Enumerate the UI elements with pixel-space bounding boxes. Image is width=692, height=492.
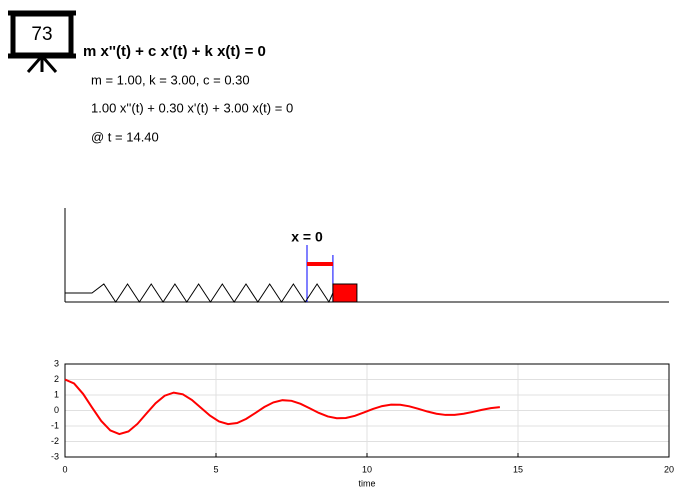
plot-frame [64, 363, 670, 458]
parameters: m = 1.00, k = 3.00, c = 0.30 [91, 72, 250, 87]
badge-number: 73 [31, 24, 52, 45]
x-axis-label: time [358, 478, 375, 488]
y-tick-label: 1 [54, 389, 59, 399]
x-tick-label: 0 [62, 464, 67, 474]
y-tick-label: -2 [51, 436, 59, 446]
instance-equation: 1.00 x''(t) + 0.30 x'(t) + 3.00 x(t) = 0 [91, 100, 293, 115]
spring [65, 283, 334, 304]
displacement-bar [307, 262, 333, 266]
y-tick-label: 0 [54, 405, 59, 415]
equation: m x''(t) + c x'(t) + k x(t) = 0 [83, 43, 266, 60]
y-tick-label: 3 [54, 358, 59, 368]
mass [332, 283, 358, 303]
response-line [64, 378, 500, 436]
x-tick-label: 15 [513, 464, 523, 474]
x-tick-label: 5 [213, 464, 218, 474]
y-tick-label: -1 [51, 420, 59, 430]
x-tick-label: 20 [664, 464, 674, 474]
y-tick-label: 2 [54, 374, 59, 384]
x-tick-label: 10 [362, 464, 372, 474]
badge-icon [8, 10, 76, 73]
y-tick-label: -3 [51, 451, 59, 461]
origin-label: x = 0 [291, 229, 323, 245]
time-readout: @ t = 14.40 [91, 129, 159, 144]
